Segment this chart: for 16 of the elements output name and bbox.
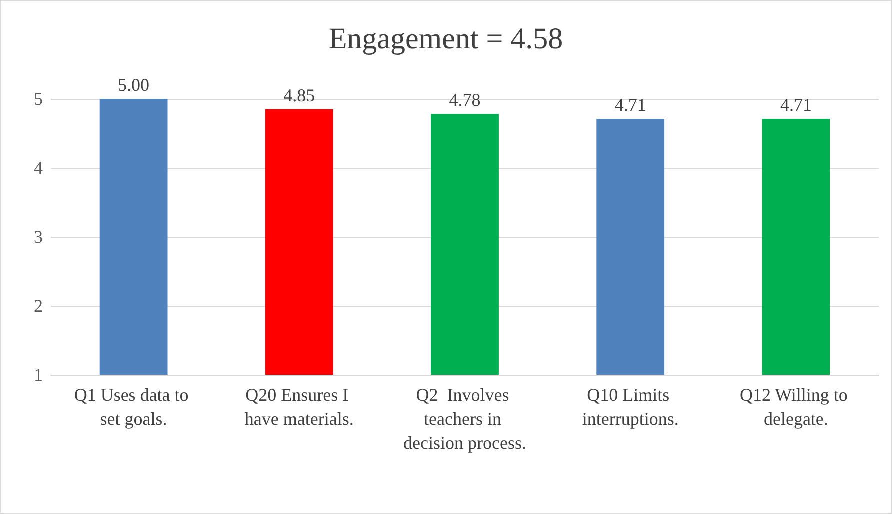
data-label: 4.78 [449, 90, 481, 110]
y-tick-label: 1 [34, 365, 43, 385]
y-tick-label: 5 [34, 89, 43, 109]
x-tick-label: Q20 Ensures I have materials. [244, 385, 354, 429]
y-tick-label: 2 [34, 296, 43, 316]
y-tick-label: 3 [34, 227, 43, 247]
x-tick-label: Q12 Willing to delegate. [740, 385, 852, 429]
data-label: 4.71 [780, 95, 812, 116]
x-tick-label: Q10 Limits interruptions. [582, 385, 679, 429]
x-tick-label: Q1 Uses data to set goals. [74, 385, 194, 429]
data-label: 5.00 [118, 75, 150, 95]
data-label: 4.71 [614, 95, 646, 116]
y-tick-label: 4 [34, 158, 43, 178]
data-label: 4.85 [284, 85, 316, 106]
chart-title: Engagement = 4.58 [328, 22, 564, 56]
x-tick-label: Q2 Involves teachers in decision process. [404, 385, 526, 453]
